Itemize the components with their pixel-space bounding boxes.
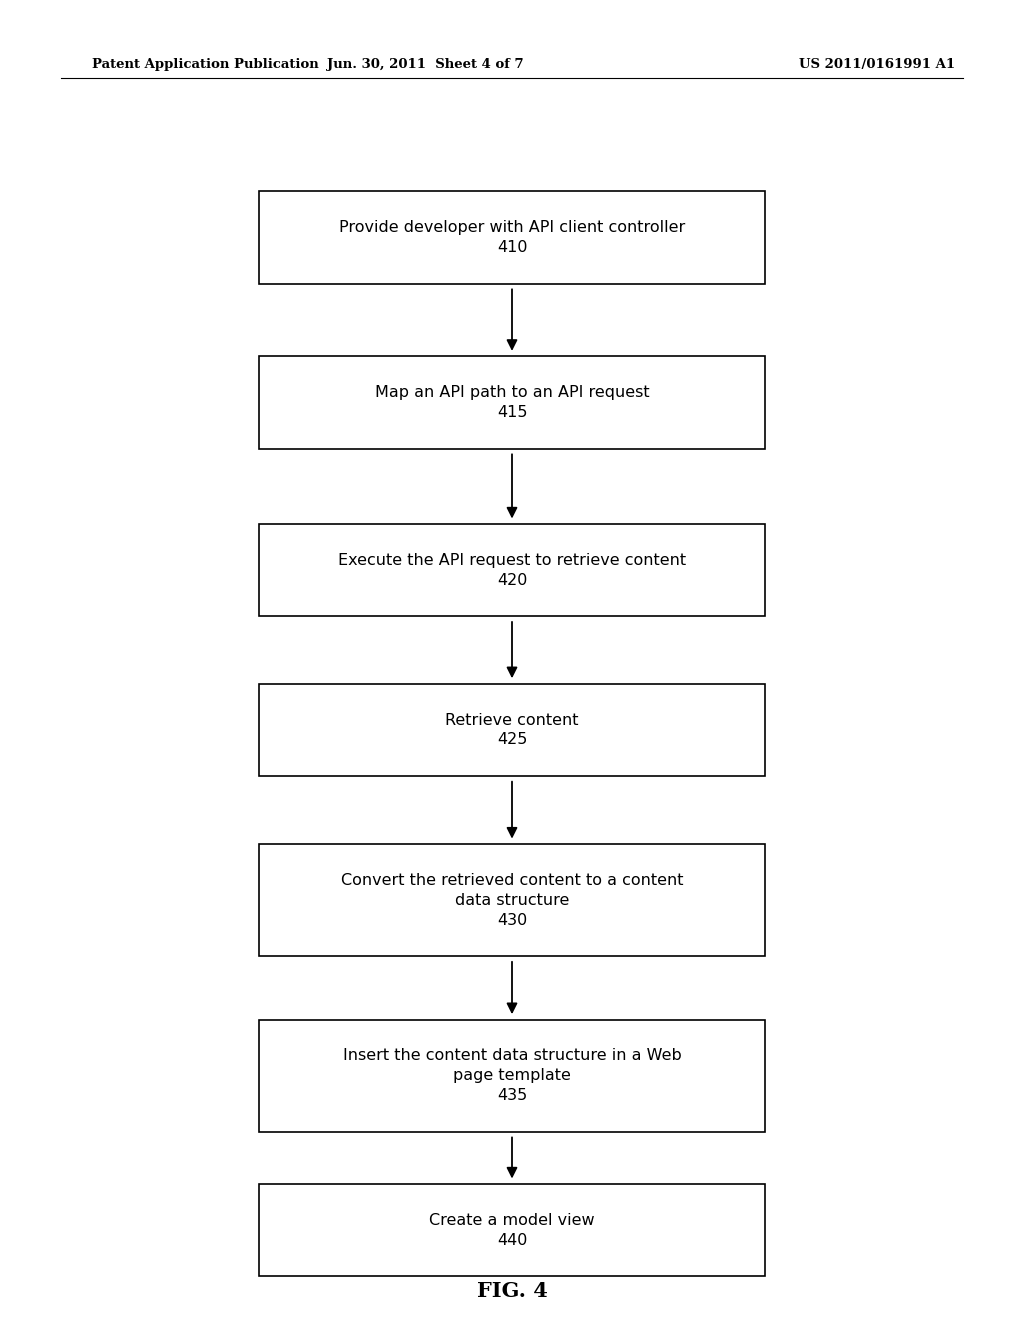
- Text: Provide developer with API client controller
410: Provide developer with API client contro…: [339, 220, 685, 255]
- Text: Create a model view
440: Create a model view 440: [429, 1213, 595, 1247]
- Bar: [258, 1020, 766, 1133]
- Text: FIG. 4: FIG. 4: [476, 1280, 548, 1302]
- Bar: [258, 524, 766, 616]
- Text: Jun. 30, 2011  Sheet 4 of 7: Jun. 30, 2011 Sheet 4 of 7: [327, 58, 523, 71]
- Bar: [258, 356, 766, 449]
- Text: Patent Application Publication: Patent Application Publication: [92, 58, 318, 71]
- Text: Convert the retrieved content to a content
data structure
430: Convert the retrieved content to a conte…: [341, 873, 683, 928]
- Text: Map an API path to an API request
415: Map an API path to an API request 415: [375, 385, 649, 420]
- Text: Execute the API request to retrieve content
420: Execute the API request to retrieve cont…: [338, 553, 686, 587]
- Text: Retrieve content
425: Retrieve content 425: [445, 713, 579, 747]
- Bar: [258, 1184, 766, 1276]
- Text: US 2011/0161991 A1: US 2011/0161991 A1: [799, 58, 954, 71]
- Text: Insert the content data structure in a Web
page template
435: Insert the content data structure in a W…: [343, 1048, 681, 1104]
- Bar: [258, 191, 766, 284]
- Bar: [258, 684, 766, 776]
- Bar: [258, 845, 766, 956]
